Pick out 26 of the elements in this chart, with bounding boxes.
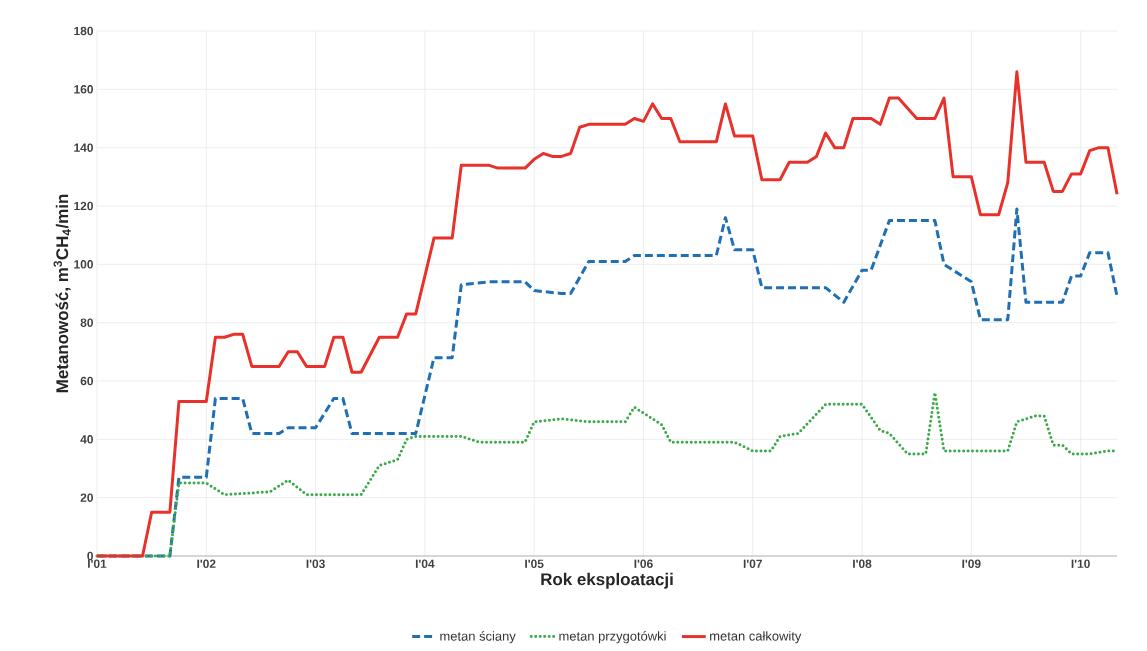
x-tick-label: I'02 [197,559,216,568]
x-tick-label: I'01 [88,559,107,568]
x-tick-label: I'09 [962,559,981,568]
y-axis-title: Metanowość, m$^{3}$CH$_{4}$/min [53,194,71,393]
legend-label: metan ściany [440,631,516,644]
y-tick-label: 40 [80,435,93,444]
x-tick-label: I'03 [306,559,325,569]
legend-label: metan całkowity [710,631,802,644]
legend-label: metan przygotówki [559,631,666,644]
x-axis-title: Rok eksploatacji [541,572,673,589]
y-tick-label: 160 [74,85,93,94]
y-tick-label: 120 [74,201,93,211]
x-tick-label: I'04 [415,559,435,568]
x-tick-label: I'10 [1071,559,1090,568]
line-series [95,70,1119,558]
x-tick-label: I'08 [853,559,872,568]
y-tick-label: 60 [80,376,93,386]
y-tick-label: 180 [74,26,93,36]
y-tick-label: 20 [80,493,93,502]
y-tick-label: 140 [74,143,93,152]
y-tick-label: 100 [74,260,93,269]
y-tick-label: 80 [80,318,93,327]
x-tick-label: I'05 [525,559,544,568]
x-tick-label: I'06 [634,559,653,568]
y-tick-label: 0 [87,551,93,561]
x-tick-label: I'07 [743,559,762,568]
